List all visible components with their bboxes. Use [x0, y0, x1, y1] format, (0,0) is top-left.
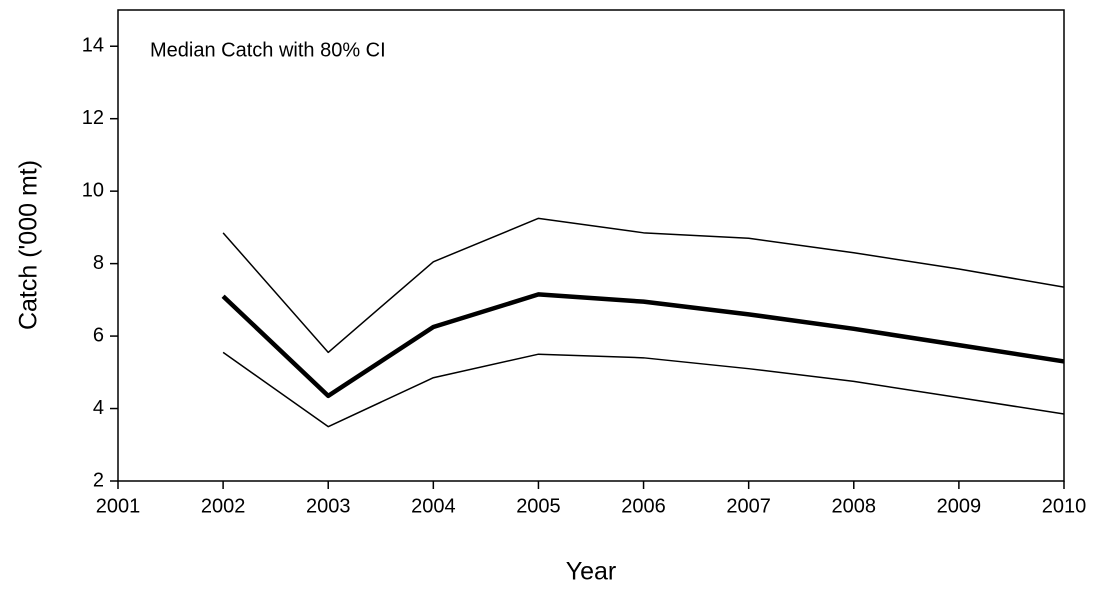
y-tick-label: 4 — [93, 397, 104, 419]
x-tick-label: 2003 — [306, 495, 351, 517]
x-tick-label: 2009 — [937, 495, 982, 517]
x-tick-label: 2001 — [96, 495, 141, 517]
plot-frame — [117, 9, 1065, 482]
annotation: Median Catch with 80% CI — [150, 39, 386, 61]
x-tick-label: 2004 — [411, 495, 456, 517]
y-tick-label: 10 — [82, 179, 104, 201]
x-tick-label: 2005 — [516, 495, 561, 517]
y-tick-label: 8 — [93, 252, 104, 274]
x-tick-label: 2006 — [621, 495, 666, 517]
series-line — [222, 351, 1065, 428]
x-tick-label: 2007 — [726, 495, 771, 517]
y-tick-label: 2 — [93, 469, 104, 491]
x-tick-label: 2008 — [832, 495, 877, 517]
y-axis-label: Catch ('000 mt) — [15, 160, 43, 330]
y-tick-label: 6 — [93, 324, 104, 346]
y-tick-label: 14 — [82, 35, 104, 57]
x-axis-label: Year — [566, 558, 617, 586]
series-line — [221, 292, 1065, 399]
x-tick-label: 2002 — [201, 495, 246, 517]
series-line — [222, 217, 1065, 354]
x-tick-label: 2010 — [1042, 495, 1087, 517]
y-tick-label: 12 — [82, 107, 104, 129]
